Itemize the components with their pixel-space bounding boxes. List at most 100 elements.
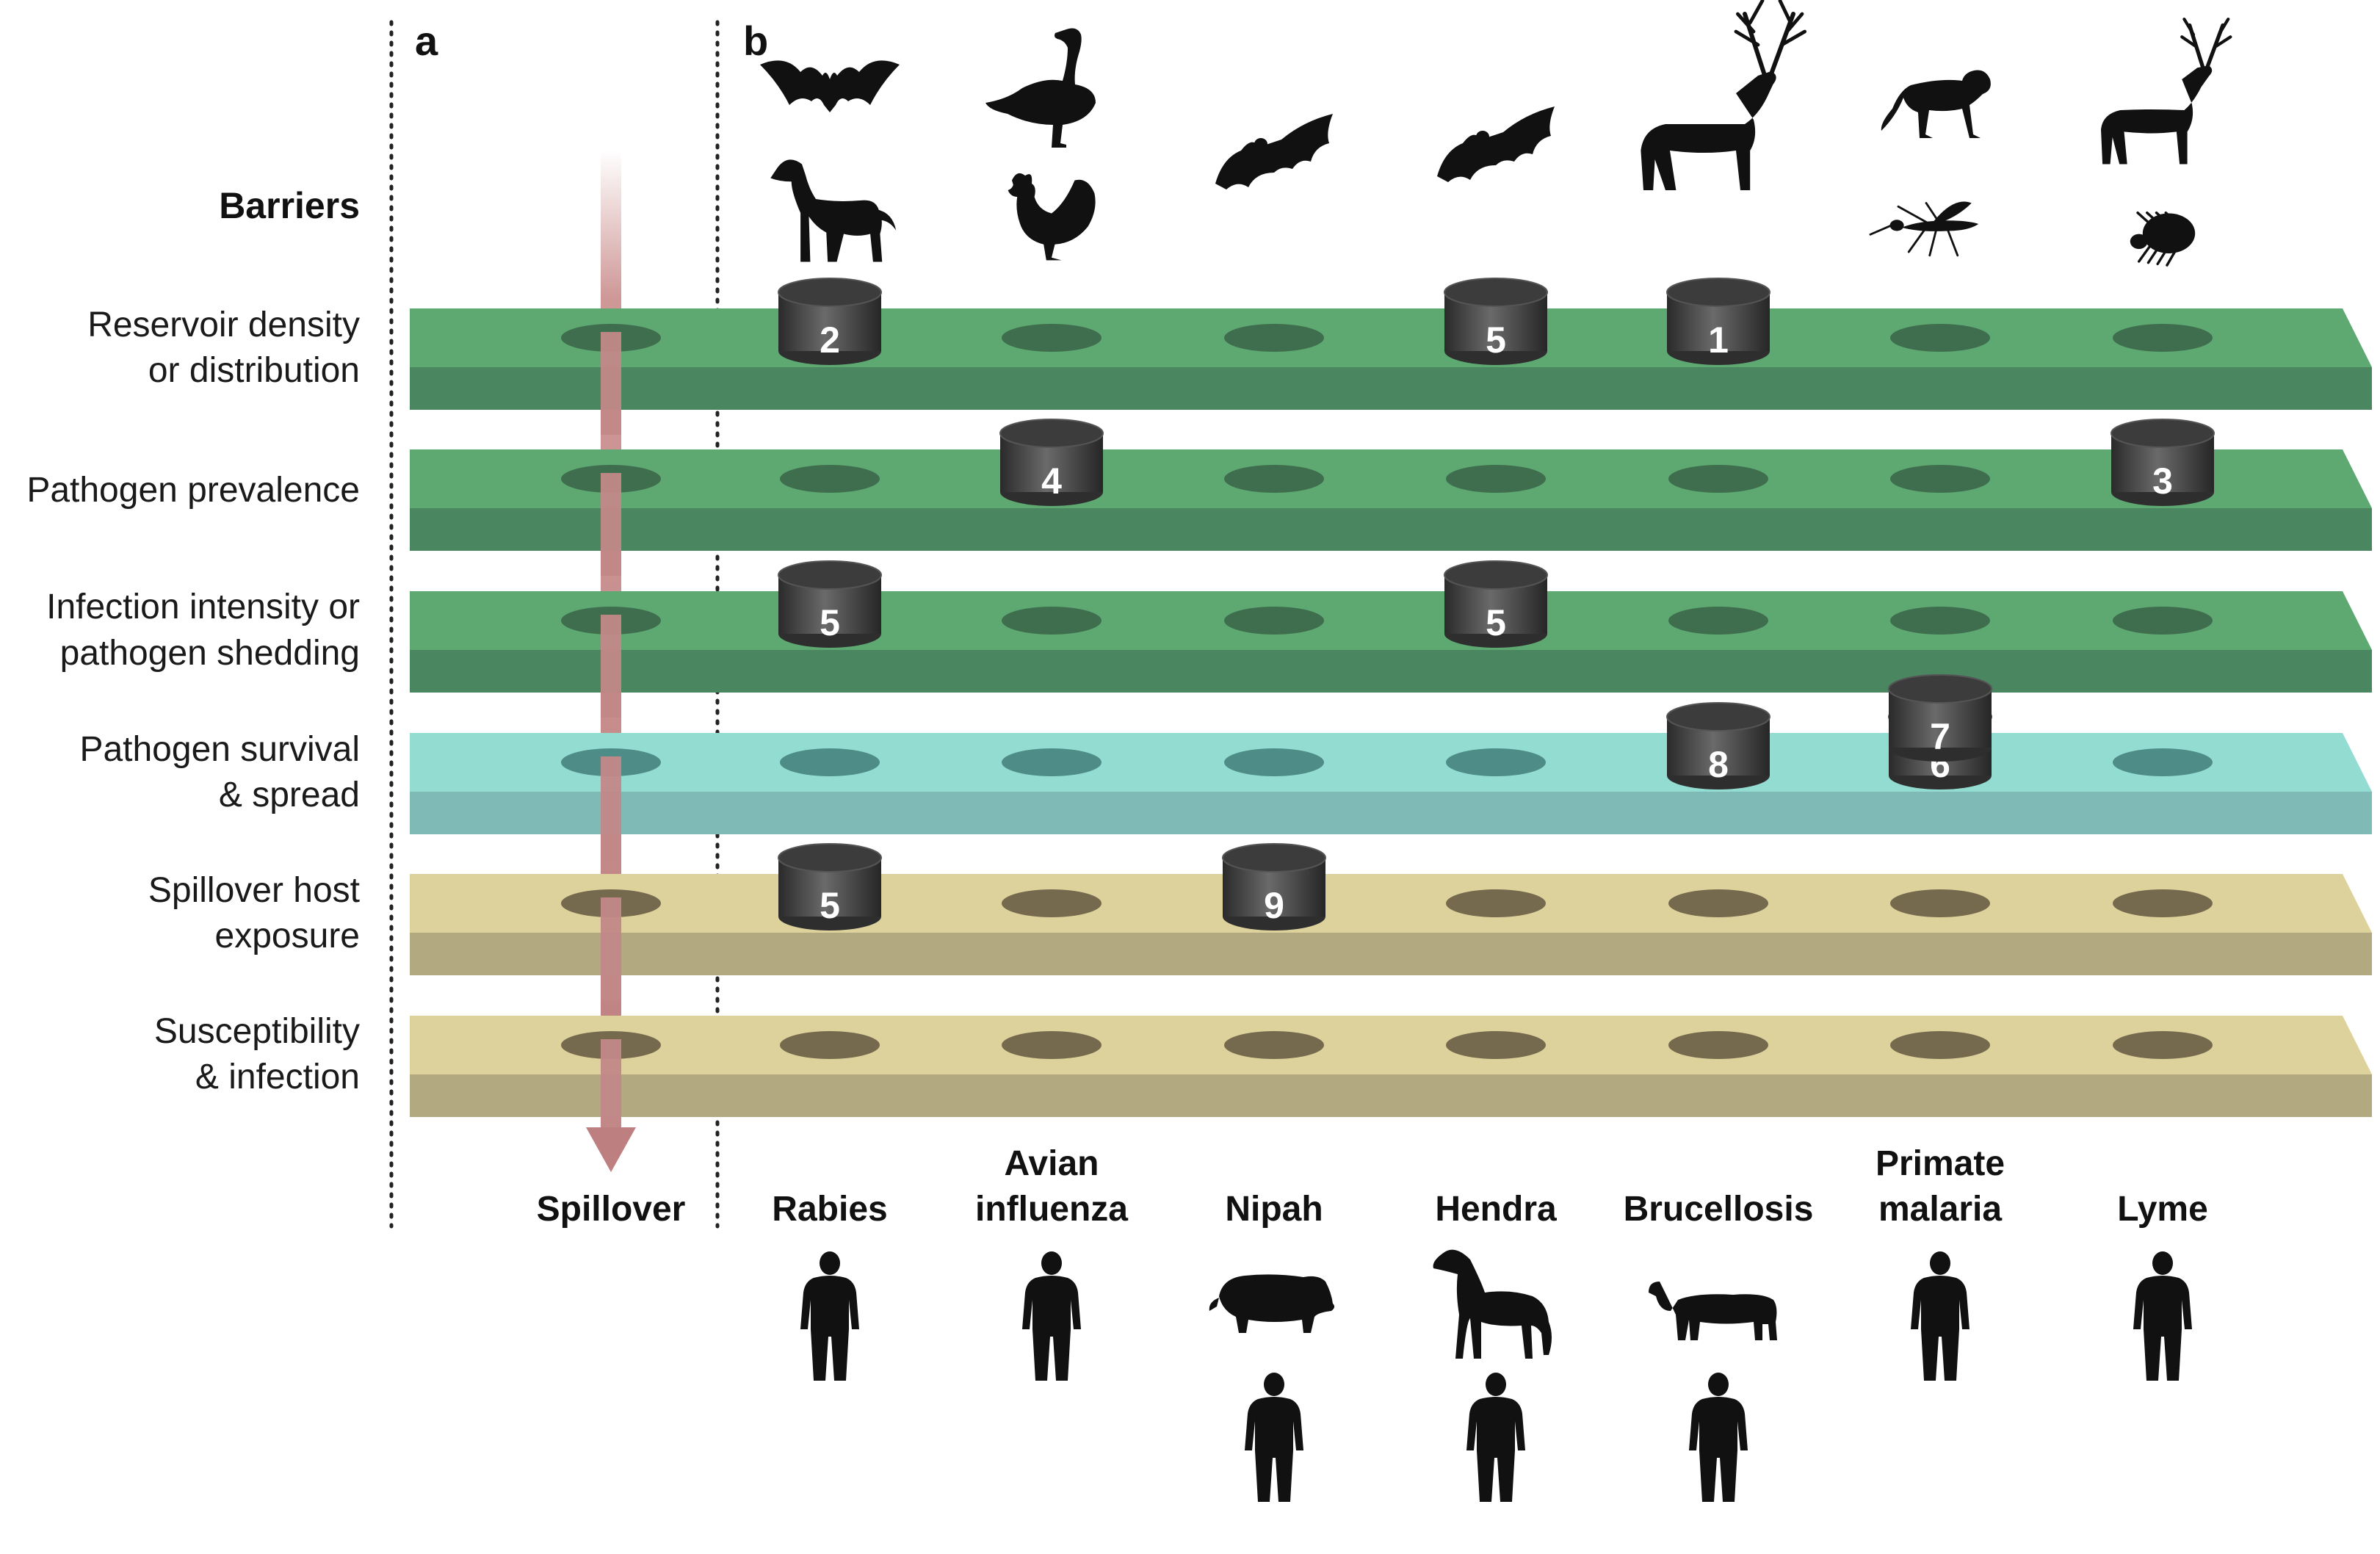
disease-label: Rabies	[772, 1190, 887, 1229]
barrier-plug: 5	[1444, 278, 1548, 365]
barrier-plug: 3	[2110, 419, 2215, 506]
plank-hole	[1224, 324, 1324, 352]
barrier-label: exposure	[215, 917, 360, 955]
plank-top	[410, 733, 2372, 792]
spillover-arrow-segment	[601, 897, 621, 1000]
disease-label: influenza	[975, 1190, 1128, 1229]
plug-number: 7	[1930, 716, 1950, 757]
plank-hole	[2113, 607, 2213, 635]
barrier-label: Infection intensity or	[46, 588, 360, 626]
plug-top	[1666, 702, 1770, 731]
plank-hole	[1002, 324, 1102, 352]
plug-number: 8	[1708, 744, 1729, 785]
plank-hole	[1224, 607, 1324, 635]
barrier-plug: 4	[999, 419, 1104, 506]
elk-icon	[1641, 0, 1807, 190]
plank-side	[410, 933, 2372, 975]
plank-hole	[1890, 465, 1990, 493]
spillover-arrowhead	[586, 1127, 636, 1172]
plank-hole	[1224, 465, 1324, 493]
deer-icon	[2101, 18, 2232, 165]
plug-top	[778, 560, 882, 590]
tick-icon	[2130, 211, 2196, 267]
bat-icon	[760, 60, 900, 112]
plank-hole	[1002, 607, 1102, 635]
plank-side	[410, 1074, 2372, 1117]
plank-top	[410, 449, 2372, 508]
barrier-label: Pathogen survival	[79, 730, 360, 769]
plug-number: 5	[1486, 319, 1506, 361]
human-icon	[1911, 1251, 1970, 1381]
human-icon	[1466, 1373, 1525, 1502]
plank-side	[410, 508, 2372, 551]
monkey-icon	[1881, 70, 1991, 138]
human-icon	[2133, 1251, 2192, 1381]
plug-number: 5	[820, 602, 840, 643]
plank-hole	[1446, 889, 1546, 917]
fruit-bat-icon	[1215, 114, 1333, 189]
spillover-arrow-segment	[601, 332, 621, 435]
plank-hole	[1668, 465, 1768, 493]
spillover-arrow-segment	[601, 1039, 621, 1142]
barrier-plank-recipient	[410, 1016, 2372, 1142]
plank-top	[410, 591, 2372, 650]
plug-top	[1444, 278, 1548, 307]
plank-top	[410, 1016, 2372, 1074]
barrier-label: Spillover host	[148, 871, 360, 910]
barrier-plug: 2	[778, 278, 882, 365]
plank-hole	[2113, 1031, 2213, 1059]
plank-hole	[1224, 1031, 1324, 1059]
barrier-plug: 8	[1666, 702, 1770, 789]
plank-hole	[1890, 889, 1990, 917]
plank-hole	[1446, 465, 1546, 493]
plank-top	[410, 308, 2372, 367]
barrier-plug: 5	[1444, 560, 1548, 648]
barrier-label: Susceptibility	[154, 1012, 360, 1051]
plank-hole	[1002, 889, 1102, 917]
plank-hole	[2113, 889, 2213, 917]
plank-hole	[780, 1031, 880, 1059]
cow-icon	[1649, 1282, 1777, 1340]
barrier-plank-reservoir	[410, 308, 2372, 435]
barrier-label: & infection	[195, 1058, 360, 1096]
plank-side	[410, 367, 2372, 410]
plug-top	[778, 843, 882, 872]
plank-side	[410, 792, 2372, 834]
plug-number: 2	[820, 319, 840, 361]
barrier-plank-recipient	[410, 874, 2372, 1000]
plug-top	[1222, 843, 1326, 872]
human-icon	[1245, 1373, 1303, 1502]
barrier-plank-reservoir	[410, 449, 2372, 576]
plug-number: 5	[820, 885, 840, 926]
plug-top	[1666, 278, 1770, 307]
human-icon	[800, 1251, 859, 1381]
barrier-label: or distribution	[148, 351, 360, 390]
spillover-arrow-segment	[601, 473, 621, 576]
disease-label: Lyme	[2117, 1190, 2208, 1229]
plug-number: 9	[1264, 885, 1284, 926]
plank-hole	[1668, 889, 1768, 917]
plug-top	[1444, 560, 1548, 590]
human-icon	[1689, 1373, 1748, 1502]
plug-top	[778, 278, 882, 307]
plank-side	[410, 650, 2372, 693]
barrier-plug: 7	[1888, 674, 1992, 762]
plug-number: 4	[1041, 460, 1062, 502]
plank-hole	[1890, 607, 1990, 635]
fruit-bat-icon	[1437, 106, 1555, 182]
plug-top	[1888, 674, 1992, 704]
spillover-arrow-segment	[601, 756, 621, 859]
spillover-label: Spillover	[537, 1190, 686, 1229]
barrier-label: & spread	[219, 776, 360, 814]
barrier-plug: 9	[1222, 843, 1326, 930]
barrier-plank-reservoir	[410, 591, 2372, 718]
mosquito-icon	[1869, 201, 1979, 257]
plank-hole	[1890, 324, 1990, 352]
plank-hole	[1668, 607, 1768, 635]
disease-label: Nipah	[1225, 1190, 1323, 1229]
barrier-label: Reservoir density	[87, 306, 360, 344]
plank-hole	[780, 465, 880, 493]
barrier-plug: 5	[778, 560, 882, 648]
disease-label: Primate	[1876, 1144, 2005, 1183]
